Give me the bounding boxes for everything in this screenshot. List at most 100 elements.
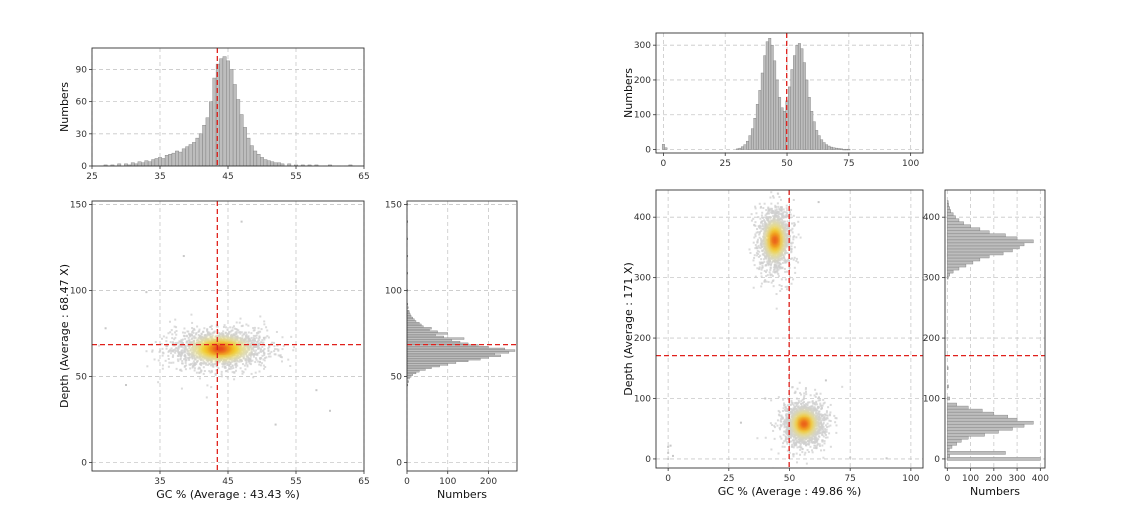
scatter-point [243,371,245,373]
scatter-point [247,325,249,327]
x-tick-label: 55 [290,172,301,182]
scatter-point [188,337,190,339]
scatter-point [756,267,758,269]
scatter-point [229,326,231,328]
histogram-bar [830,147,832,149]
histogram-bar [407,319,414,321]
y-axis-label: Depth (Average : 68.47 X) [58,264,71,408]
scatter-point [190,314,192,316]
scatter-point [807,449,809,451]
scatter-point [812,442,814,444]
histogram-bar [141,163,144,166]
scatter-point [182,332,184,334]
scatter-point [203,366,205,368]
scatter-point [793,199,795,201]
scatter-point [758,268,760,270]
scatter-point [250,356,252,358]
scatter-point [751,213,753,215]
histogram-bar [749,136,751,150]
scatter-point [772,430,774,432]
scatter-point [250,363,252,365]
scatter-point [835,432,837,434]
scatter-point [157,381,159,383]
scatter-point [252,376,254,378]
scatter-point [786,207,788,209]
scatter-point [820,449,822,451]
scatter-point [248,357,250,359]
histogram-bar [243,127,246,166]
scatter-point [211,325,213,327]
scatter-point [775,422,777,424]
scatter-point [786,205,788,207]
scatter-point [778,196,780,198]
scatter-point [807,443,809,445]
x-axis-label: GC % (Average : 43.43 %) [156,488,300,501]
x-tick-label: 65 [358,477,369,487]
histogram-bar [761,73,763,150]
scatter-point [792,439,794,441]
scatter-point [804,452,806,454]
scatter-point [268,337,270,339]
histogram-bar [182,149,185,166]
histogram-bar [407,317,413,319]
scatter-point [253,356,255,358]
scatter-point [760,285,762,287]
scatter-point [785,216,787,218]
scatter-point [786,227,788,229]
scatter-point [181,360,183,362]
x-tick-label: 0 [661,159,667,169]
scatter-point [780,218,782,220]
scatter-point [281,336,283,338]
scatter-point [767,210,769,212]
scatter-point [771,210,773,212]
scatter-point [753,242,755,244]
scatter-point [195,337,197,339]
histogram-bar [848,149,850,150]
scatter-point [172,354,174,356]
scatter-point [784,249,786,251]
scatter-point [807,402,809,404]
scatter-point [182,347,184,349]
scatter-point [155,341,157,343]
scatter-point [767,218,769,220]
scatter-point [212,363,214,365]
scatter-point [783,434,785,436]
scatter-point [824,402,826,404]
scatter-point [168,358,170,360]
scatter-point [759,237,761,239]
scatter-point [260,349,262,351]
scatter-point [243,357,245,359]
scatter-point [801,451,803,453]
scatter-point [769,260,771,262]
scatter-point [194,367,196,369]
scatter-point [754,225,756,227]
scatter-point [203,373,205,375]
scatter-point [770,220,772,222]
scatter-point [812,412,814,414]
histogram-bar [155,158,158,166]
scatter-point [273,345,275,347]
scatter-point [194,357,196,359]
scatter-point [782,442,784,444]
scatter-point [211,360,213,362]
scatter-point [277,349,279,351]
scatter-point [812,400,814,402]
scatter-point [760,226,762,228]
scatter-point [795,236,797,238]
y-tick-label: 150 [385,200,402,210]
scatter-point [790,229,792,231]
scatter-point [273,350,275,352]
scatter-point [829,411,831,413]
scatter-point [162,355,164,357]
scatter-point [793,215,795,217]
scatter-point [263,354,265,356]
histogram-bar [820,140,822,150]
scatter-point [753,287,755,289]
scatter-point [826,417,828,419]
histogram-bar [781,108,783,150]
scatter-point [788,235,790,237]
scatter-point [791,222,793,224]
scatter-point [792,386,794,388]
scatter-point [818,419,820,421]
scatter-point [818,397,820,399]
